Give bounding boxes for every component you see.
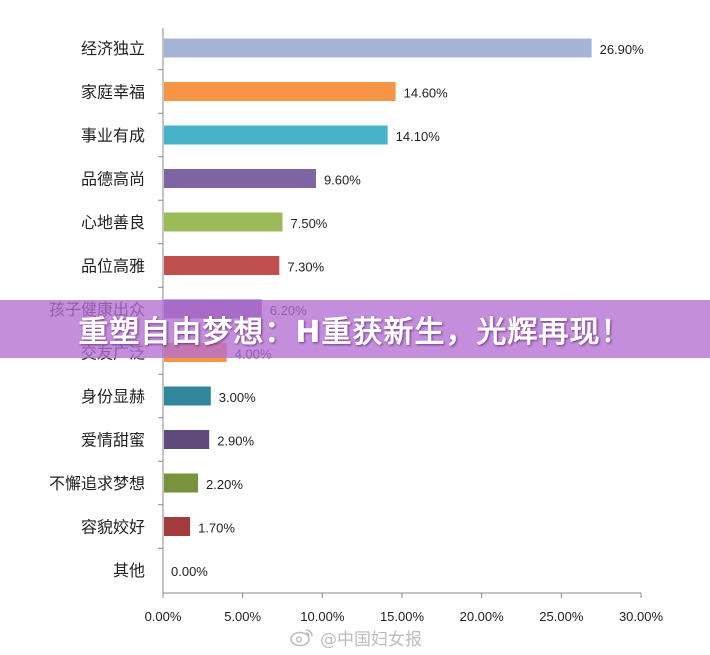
value-label: 9.60% [324,173,361,188]
value-label: 2.20% [206,477,243,492]
bar [164,386,211,406]
bar [164,256,280,275]
value-label: 14.60% [404,86,449,101]
x-tick-label: 15.00% [380,609,425,624]
category-label: 其他 [113,561,145,580]
category-label: 品德高尚 [81,170,145,189]
value-label: 14.10% [396,129,441,144]
category-label: 品位高雅 [81,257,145,276]
value-label: 1.70% [198,521,235,536]
watermark: @中国妇女报 [290,626,422,650]
weibo-icon [290,629,313,647]
bar [164,38,592,58]
x-tick-label: 5.00% [224,609,261,624]
x-tick-label: 20.00% [460,609,505,624]
bar [164,125,388,145]
x-tick-label: 0.00% [145,609,182,624]
category-label: 不懈追求梦想 [49,474,145,493]
bar [164,473,199,493]
bar [164,517,191,536]
category-label: 经济独立 [81,39,145,58]
category-label: 容貌姣好 [81,518,145,537]
bar [164,169,316,188]
headline-banner: 重塑自由梦想：H重获新生，光辉再现！ [0,300,710,358]
value-label: 7.30% [287,260,324,275]
banner-text: 重塑自由梦想：H重获新生，光辉再现！ [78,315,632,350]
category-label: 爱情甜蜜 [81,431,145,450]
watermark-text: @中国妇女报 [320,629,422,650]
category-label: 家庭幸福 [81,83,145,102]
bar [164,82,396,101]
bar [164,430,210,449]
category-label: 身份显赫 [81,387,145,406]
category-label: 事业有成 [81,126,145,145]
x-tick-label: 30.00% [619,609,664,624]
bar [164,212,283,232]
value-label: 3.00% [219,390,256,405]
category-label: 心地善良 [81,213,145,232]
x-tick-label: 10.00% [300,609,345,624]
value-label: 26.90% [600,42,645,57]
value-label: 7.50% [291,216,328,231]
value-label: 0.00% [171,564,208,579]
value-label: 2.90% [217,434,254,449]
x-tick-label: 25.00% [539,609,584,624]
